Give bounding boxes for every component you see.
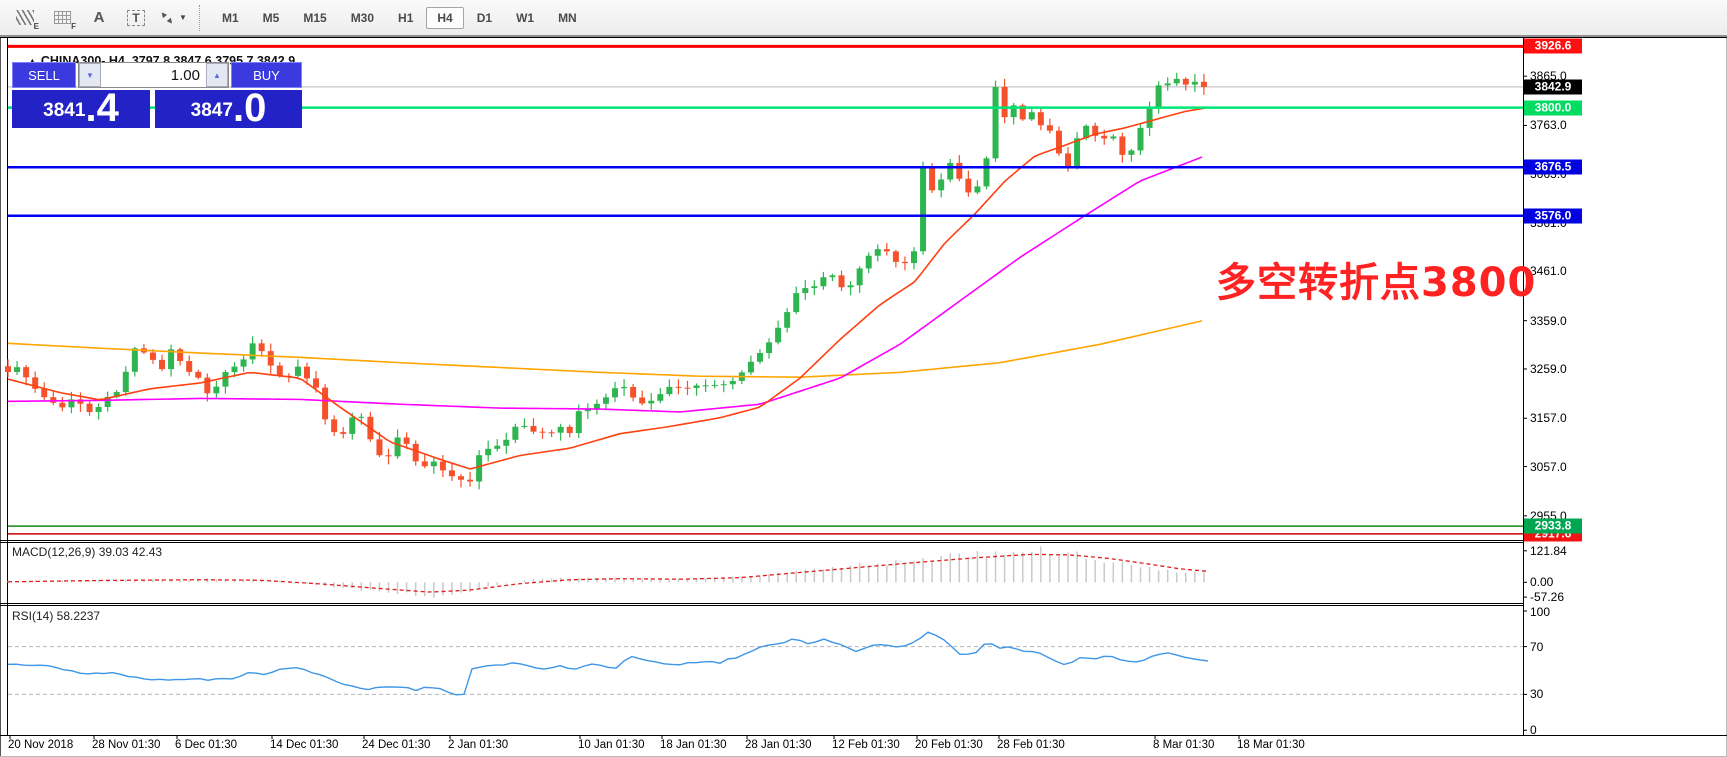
toolbar: E F A T ▲ ▼ ▼ M1 M5 M15 M30 H1 H4 D1 W1 MN <box>0 0 1727 36</box>
toolbar-separator <box>199 4 200 31</box>
price-level-badge: 2933.8 <box>1524 518 1582 534</box>
candlestick-layer <box>5 72 1207 490</box>
price-axis-tick-label: 100 <box>1530 605 1551 619</box>
buy-price-button[interactable]: 3847.0 <box>155 86 302 130</box>
price-level-badge: 3800.0 <box>1524 100 1582 116</box>
timeframe-group: M1 M5 M15 M30 H1 H4 D1 W1 MN <box>210 6 589 29</box>
current-price-badge: 3842.9 <box>1524 79 1582 95</box>
sell-button[interactable]: SELL <box>12 62 76 88</box>
price-axis-tick-label: 3359.0 <box>1530 313 1567 328</box>
rsi-layer <box>7 631 1523 696</box>
volume-spinner: ▼ ▲ <box>78 62 229 88</box>
timeframe-button-h1[interactable]: H1 <box>398 10 414 25</box>
timeframe-button-mn[interactable]: MN <box>558 10 577 25</box>
time-axis-label: 8 Mar 01:30 <box>1153 739 1215 751</box>
time-axis-label: 2 Jan 01:30 <box>448 739 509 751</box>
ma-line <box>7 106 1209 470</box>
price-axis-tick-label: 70 <box>1530 639 1544 654</box>
time-axis-label: 20 Nov 2018 <box>8 739 74 751</box>
volume-input[interactable] <box>101 63 206 87</box>
time-axis-label: 6 Dec 01:30 <box>175 739 238 751</box>
ma-line <box>7 156 1203 413</box>
time-axis-label: 28 Nov 01:30 <box>92 739 161 751</box>
timeframe-button-h4[interactable]: H4 <box>426 6 464 29</box>
macd-layer <box>7 546 1209 598</box>
ma-line <box>7 320 1203 378</box>
collapse-triangle-icon[interactable]: ▲ <box>27 56 37 66</box>
axis-tick-marks <box>9 75 1527 739</box>
textbox-tool-icon[interactable]: T <box>119 4 153 32</box>
dropdown-caret-icon: ▼ <box>179 13 187 22</box>
elliott-lines-tool-icon[interactable]: E <box>8 4 42 32</box>
buy-button[interactable]: BUY <box>231 62 302 88</box>
time-axis-label: 14 Dec 01:30 <box>270 739 339 751</box>
fibonacci-grid-tool-icon[interactable]: F <box>45 4 79 32</box>
macd-indicator-label: MACD(12,26,9) 39.03 42.43 <box>12 545 163 559</box>
timeframe-button-m15[interactable]: M15 <box>303 10 327 25</box>
sell-price-dec: .4 <box>85 86 119 130</box>
price-axis-tick-label: 3763.0 <box>1530 118 1567 133</box>
timeframe-button-m30[interactable]: M30 <box>350 10 375 25</box>
time-axis-label: 28 Jan 01:30 <box>745 739 812 751</box>
text-tool-icon[interactable]: A <box>93 9 105 26</box>
timeframe-button-w1[interactable]: W1 <box>516 10 535 25</box>
price-axis-tick-label: 3259.0 <box>1530 361 1567 376</box>
time-axis-label: 24 Dec 01:30 <box>362 739 431 751</box>
price-axis-tick-label: 30 <box>1530 687 1544 702</box>
time-axis-label: 10 Jan 01:30 <box>578 739 645 751</box>
time-axis-label: 12 Feb 01:30 <box>832 739 900 751</box>
time-axis-label: 20 Feb 01:30 <box>915 739 983 751</box>
buy-price-dec: .0 <box>232 86 267 130</box>
time-axis-label: 18 Jan 01:30 <box>660 739 727 751</box>
time-axis-label: 28 Feb 01:30 <box>997 739 1065 751</box>
price-axis-tick-label: 121.84 <box>1530 543 1567 558</box>
price-axis-tick-label: 3461.0 <box>1530 264 1567 279</box>
volume-increase-button[interactable]: ▲ <box>206 63 228 87</box>
price-level-badge: 3926.6 <box>1524 38 1582 54</box>
drawing-tools-group: E F A T ▲ ▼ ▼ <box>8 4 193 32</box>
level-lines <box>8 44 1523 535</box>
sell-price-int: 3841 <box>43 100 86 121</box>
price-axis-tick-label: 3057.0 <box>1530 459 1567 474</box>
price-axis-tick-label: 3157.0 <box>1530 411 1567 426</box>
price-axis-tick-label: 0 <box>1530 723 1537 737</box>
arrows-tool-icon[interactable]: ▲ ▼ ▼ <box>156 6 187 28</box>
volume-decrease-button[interactable]: ▼ <box>79 63 101 87</box>
timeframe-button-m5[interactable]: M5 <box>262 10 280 25</box>
one-click-trade-panel: SELL ▼ ▲ BUY 3841.4 3847.0 <box>12 62 302 128</box>
chart-annotation-text: 多空转折点3800 <box>1216 260 1537 306</box>
price-level-badge: 3676.5 <box>1524 159 1582 175</box>
price-level-badge: 3576.0 <box>1524 208 1582 224</box>
timeframe-button-d1[interactable]: D1 <box>476 10 493 25</box>
price-axis-tick-label: -57.26 <box>1530 590 1565 605</box>
time-axis-label: 18 Mar 01:30 <box>1237 739 1305 751</box>
price-axis-tick-label: 0.00 <box>1530 575 1554 590</box>
rsi-indicator-label: RSI(14) 58.2237 <box>12 609 101 623</box>
buy-price-int: 3847 <box>190 100 233 121</box>
sell-price-button[interactable]: 3841.4 <box>12 86 150 130</box>
timeframe-button-m1[interactable]: M1 <box>222 10 239 25</box>
